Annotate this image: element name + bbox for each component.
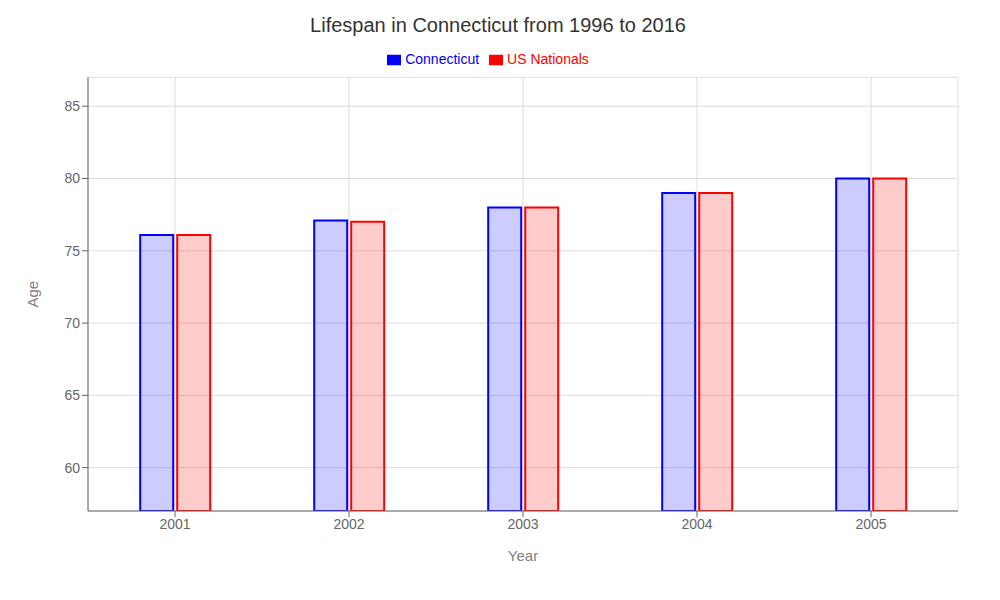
- svg-text:80: 80: [64, 170, 80, 186]
- svg-text:Year: Year: [508, 547, 538, 564]
- svg-text:60: 60: [64, 460, 80, 476]
- svg-text:2004: 2004: [681, 516, 712, 532]
- svg-text:2001: 2001: [159, 516, 190, 532]
- svg-text:2002: 2002: [333, 516, 364, 532]
- svg-text:70: 70: [64, 315, 80, 331]
- html-text:US Nationals: US Nationals: [507, 51, 589, 67]
- html-text:Lifespan in Connecticut from 1: Lifespan in Connecticut from 1996 to 201…: [310, 14, 686, 36]
- svg-text:2003: 2003: [507, 516, 538, 532]
- svg-text:85: 85: [64, 98, 80, 114]
- svg-text:75: 75: [64, 243, 80, 259]
- html-text:Connecticut: Connecticut: [405, 51, 480, 67]
- svg-text:65: 65: [64, 387, 80, 403]
- svg-text:2005: 2005: [855, 516, 886, 532]
- svg-text:Age: Age: [24, 281, 41, 308]
